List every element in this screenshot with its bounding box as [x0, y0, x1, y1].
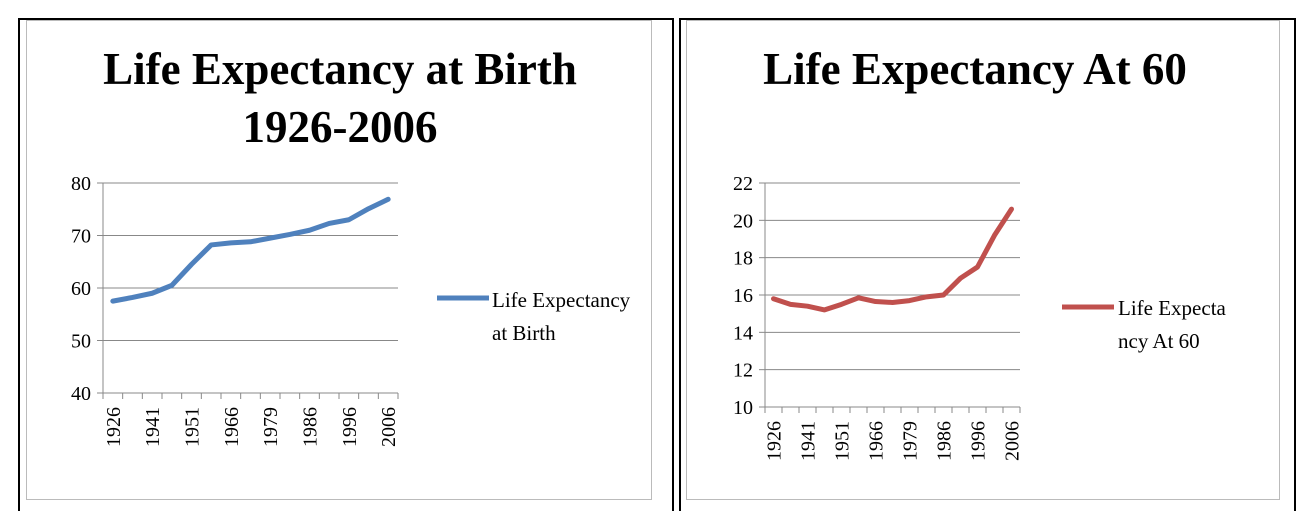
x-tick-label: 1979	[900, 421, 922, 461]
x-tick-label: 1996	[339, 407, 361, 447]
chart-title: Life Expectancy At 60	[763, 44, 1187, 94]
legend-label: Life Expectancy At 60	[1118, 296, 1226, 353]
x-tick-label: 2006	[1002, 421, 1024, 461]
data-line	[771, 206, 1014, 313]
y-tick-label: 70	[71, 226, 91, 248]
y-tick-label: 60	[71, 278, 91, 300]
y-tick-label: 20	[733, 210, 753, 232]
x-tick-label: 1926	[103, 407, 125, 447]
y-tick-label: 18	[733, 248, 753, 270]
data-line	[110, 196, 391, 304]
y-tick-label: 14	[733, 322, 753, 344]
y-tick-label: 10	[733, 397, 753, 419]
chart-frame	[686, 20, 1280, 500]
x-tick-label: 1986	[300, 407, 322, 447]
x-tick-label: 1966	[221, 407, 243, 447]
x-tick-label: 1926	[764, 421, 786, 461]
x-tick-label: 2006	[378, 407, 400, 447]
y-tick-label: 80	[71, 173, 91, 195]
x-tick-label: 1986	[934, 421, 956, 461]
table-cell	[679, 18, 1296, 511]
y-tick-label: 22	[733, 173, 753, 195]
y-tick-label: 50	[71, 331, 91, 353]
x-tick-label: 1966	[866, 421, 888, 461]
y-tick-label: 16	[733, 285, 753, 307]
x-tick-label: 1951	[182, 407, 204, 447]
legend-label: Life Expectancy at Birth	[492, 288, 631, 345]
y-tick-label: 40	[71, 383, 91, 405]
x-tick-label: 1941	[798, 421, 820, 461]
x-tick-label: 1941	[142, 407, 164, 447]
x-tick-label: 1951	[832, 421, 854, 461]
chart-title: Life Expectancy at Birth 1926-2006	[103, 44, 577, 152]
table-cell	[18, 18, 674, 511]
y-tick-label: 12	[733, 360, 753, 382]
chart-frame	[26, 20, 652, 500]
x-tick-label: 1979	[260, 407, 282, 447]
x-tick-label: 1996	[968, 421, 990, 461]
